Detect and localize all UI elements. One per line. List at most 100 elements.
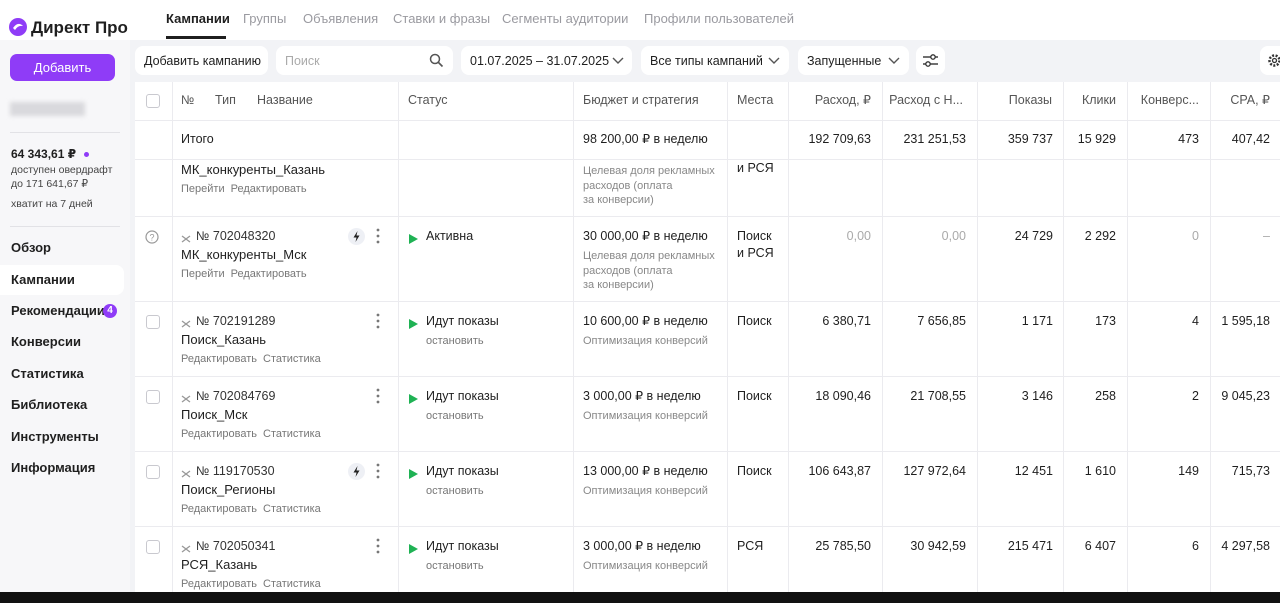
nav-item[interactable]: Обзор — [11, 240, 51, 255]
column-header[interactable]: Конверс... — [1140, 93, 1199, 107]
campaign-name[interactable]: РСЯ_Казань — [181, 557, 258, 572]
campaign-name[interactable]: Поиск_Казань — [181, 332, 267, 347]
campaign-link[interactable]: Статистика — [263, 428, 321, 440]
campaign-link[interactable]: Редактировать — [181, 503, 257, 515]
tab[interactable]: Ставки и фразы — [393, 11, 491, 26]
column-header[interactable]: Тип — [215, 93, 236, 107]
column-header[interactable]: Места — [737, 93, 774, 107]
cpa: 4 297,58 — [1221, 539, 1270, 553]
campaign-link[interactable]: Статистика — [263, 503, 321, 515]
search-icon — [429, 53, 444, 68]
column-divider — [977, 82, 978, 592]
campaign-link[interactable]: Статистика — [263, 578, 321, 590]
column-header[interactable]: Расход, ₽ — [814, 93, 871, 107]
date-picker[interactable]: 01.07.2025 – 31.07.2025 — [461, 46, 632, 75]
nav-item[interactable]: Информация — [11, 460, 96, 475]
campaign-number: № 702048320 — [196, 229, 276, 243]
tab[interactable]: Профили пользователей — [644, 11, 794, 26]
campaign-row: № 119170530 Поиск_Регионы Редактировать Ста… — [135, 452, 1280, 527]
tab[interactable]: Кампании — [166, 11, 230, 26]
state-select[interactable]: Запущенные — [798, 46, 909, 75]
strategy: расходов (оплата — [583, 264, 673, 277]
checkbox[interactable] — [146, 94, 160, 108]
checkbox[interactable] — [146, 390, 160, 404]
campaign-name[interactable]: МК_конкуренты_Мск — [181, 247, 307, 262]
impressions: 3 146 — [1021, 389, 1053, 403]
places: и РСЯ — [737, 161, 774, 175]
status-action[interactable]: остановить — [426, 410, 484, 422]
campaign-link[interactable]: Перейти — [181, 183, 225, 195]
column-header[interactable]: Расход с Н... — [889, 93, 963, 107]
campaign-name[interactable]: Поиск_Мск — [181, 407, 248, 422]
column-header[interactable]: Статус — [408, 93, 448, 107]
search-input[interactable]: Поиск — [276, 46, 453, 75]
nav-item[interactable]: Инструменты — [11, 429, 99, 444]
column-header[interactable]: Клики — [1081, 93, 1116, 107]
nav-item[interactable]: Статистика — [11, 366, 84, 381]
settings-button[interactable] — [1260, 46, 1280, 75]
total-conversions: 473 — [1178, 132, 1199, 146]
campaign-link[interactable]: Редактировать — [230, 268, 307, 280]
status-action[interactable]: остановить — [426, 560, 484, 572]
nav-item[interactable]: Конверсии — [11, 334, 81, 349]
strategy: Целевая доля рекламных — [583, 165, 715, 177]
filter-settings[interactable] — [916, 46, 945, 75]
column-divider — [398, 82, 399, 592]
status-action[interactable]: остановить — [426, 485, 484, 497]
table-body: МК_конкуренты_Казань Перейти Редактировать… — [135, 159, 1280, 592]
campaign-link[interactable]: Статистика — [263, 353, 321, 365]
campaign-link[interactable]: Редактировать — [181, 353, 257, 365]
total-clicks: 15 929 — [1077, 132, 1116, 146]
types-select[interactable]: Все типы кампаний — [641, 46, 789, 75]
chevron — [768, 57, 780, 64]
tab[interactable]: Группы — [243, 11, 287, 26]
status-action[interactable]: остановить — [426, 335, 484, 347]
tab[interactable]: Сегменты аудитории — [502, 11, 629, 26]
campaign-link[interactable]: Редактировать — [181, 578, 257, 590]
campaign-name[interactable]: Поиск_Регионы — [181, 482, 276, 497]
status: Идут показы — [426, 389, 499, 403]
checkbox[interactable] — [146, 315, 160, 329]
column-header[interactable]: Название — [257, 93, 313, 107]
column-header[interactable]: Бюджет и стратегия — [583, 93, 699, 107]
overdraft: до 171 641,67 ₽ — [11, 178, 89, 190]
status: Активна — [426, 229, 474, 243]
autobudget-icon — [348, 228, 365, 245]
status-icon — [409, 316, 418, 329]
campaign-number: № 119170530 — [196, 464, 275, 478]
add-button[interactable]: Добавить — [10, 54, 115, 81]
cpa: – — [1263, 229, 1270, 243]
campaign-number: № 702050341 — [196, 539, 276, 553]
type-icon — [181, 231, 191, 243]
campaign-row: МК_конкуренты_Казань Перейти Редактировать… — [135, 159, 1280, 217]
nav-item[interactable]: Рекомендации — [11, 303, 105, 318]
nav-item[interactable]: Кампании — [11, 272, 75, 287]
column-divider — [573, 82, 574, 592]
places: Поиск — [737, 229, 772, 243]
campaign-link[interactable]: Редактировать — [181, 428, 257, 440]
impressions: 215 471 — [1007, 539, 1053, 553]
checkbox[interactable] — [146, 465, 160, 479]
column-header[interactable]: № — [181, 93, 195, 107]
add-campaign-button[interactable]: Добавить кампанию — [135, 46, 268, 75]
nav-item[interactable]: Библиотека — [11, 397, 88, 412]
tab[interactable]: Объявления — [303, 11, 379, 26]
campaign-link[interactable]: Редактировать — [230, 183, 307, 195]
overdraft: доступен овердрафт — [11, 164, 113, 176]
campaign-number: № 702084769 — [196, 389, 276, 403]
campaign-link[interactable]: Перейти — [181, 268, 225, 280]
column-header[interactable]: CPA, ₽ — [1230, 93, 1270, 107]
spend: 0,00 — [846, 229, 871, 243]
budget: 10 600,00 ₽ в неделю — [583, 314, 708, 328]
column-header[interactable]: Показы — [1008, 93, 1052, 107]
total-cpa: 407,42 — [1231, 132, 1270, 146]
campaign-name[interactable]: МК_конкуренты_Казань — [181, 162, 326, 177]
help-icon: ? — [145, 230, 159, 244]
spend: 18 090,46 — [815, 389, 871, 403]
clicks: 258 — [1095, 389, 1116, 403]
budget: 13 000,00 ₽ в неделю — [583, 464, 708, 478]
conversions: 4 — [1192, 314, 1199, 328]
checkbox[interactable] — [146, 540, 160, 554]
status: Идут показы — [426, 539, 499, 553]
campaign-row: № 702191289 Поиск_Казань Редактировать Стат… — [135, 302, 1280, 377]
